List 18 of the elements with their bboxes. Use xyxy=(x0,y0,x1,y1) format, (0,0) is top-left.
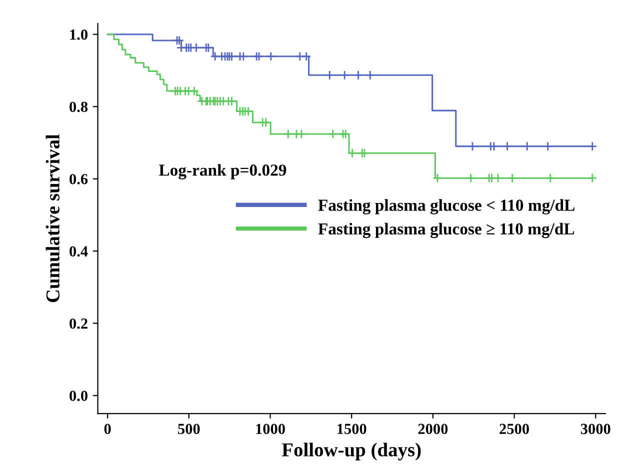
x-tick-label: 2500 xyxy=(500,424,529,434)
x-axis-title: Follow-up (days) xyxy=(282,442,421,460)
x-tick-label: 0 xyxy=(104,424,111,434)
annotation: Log-rank p=0.029 xyxy=(158,164,286,180)
y-tick-label: 1.0 xyxy=(70,29,88,40)
y-tick-label: 0.6 xyxy=(70,174,88,184)
legend-label: Fasting plasma glucose < 110 mg/dL xyxy=(318,199,574,214)
x-tick-label: 500 xyxy=(178,424,200,434)
legend-label: Fasting plasma glucose ≥ 110 mg/dL xyxy=(318,222,574,238)
x-tick-label: 1500 xyxy=(338,424,366,434)
y-tick-label: 0.2 xyxy=(70,318,88,329)
x-tick-label: 3000 xyxy=(580,424,610,434)
y-tick-label: 0.8 xyxy=(70,102,88,112)
y-tick-label: 0.0 xyxy=(70,390,88,402)
y-tick-label: 0.4 xyxy=(70,246,88,257)
x-tick-label: 1000 xyxy=(256,424,285,434)
y-axis-title: Cumulative survival xyxy=(46,134,60,302)
x-tick-label: 2000 xyxy=(418,424,448,434)
